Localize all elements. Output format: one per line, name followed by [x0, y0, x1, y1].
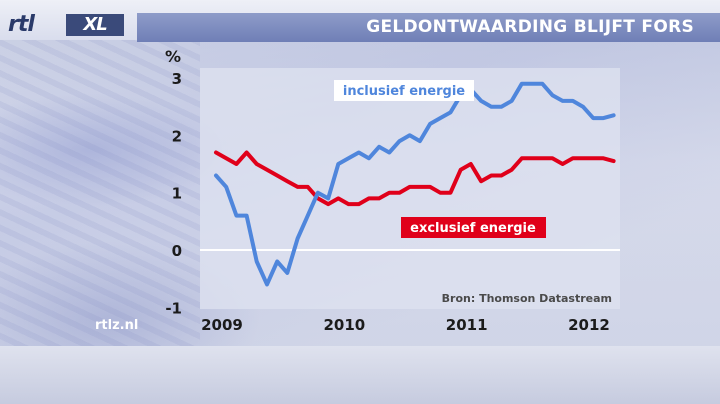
y-tick-label: 2: [172, 127, 182, 145]
source-note: Bron: Thomson Datastream: [442, 292, 612, 305]
title-band: GELDONTWAARDING BLIJFT FORS: [137, 13, 720, 42]
series-line-exclusief: [214, 150, 616, 207]
x-tick-label: 2009: [201, 316, 243, 334]
xl-logo-mark: XL: [66, 14, 124, 36]
x-tick-label: 2010: [323, 316, 365, 334]
y-tick-label: -1: [165, 299, 182, 317]
y-axis-unit: %: [165, 47, 181, 66]
rtlxl-logo: rtl XL: [8, 12, 128, 38]
footer-band: [0, 346, 720, 404]
site-label: rtlz.nl: [95, 318, 139, 333]
label-exclusief-text: exclusief energie: [410, 221, 536, 236]
label-inclusief-text: inclusief energie: [343, 84, 465, 99]
x-tick-label: 2012: [568, 316, 610, 334]
label-exclusief-energie: exclusief energie: [401, 217, 546, 238]
banknote-pattern: [0, 40, 200, 370]
series-line-inclusief: [214, 81, 616, 287]
y-tick-label: 1: [172, 185, 182, 203]
rtl-logo-mark: rtl: [8, 12, 35, 37]
chart-title: GELDONTWAARDING BLIJFT FORS: [366, 17, 694, 37]
x-tick-label: 2011: [446, 316, 488, 334]
label-inclusief-energie: inclusief energie: [334, 80, 474, 101]
y-tick-label: 0: [172, 242, 182, 260]
y-tick-label: 3: [172, 70, 182, 88]
